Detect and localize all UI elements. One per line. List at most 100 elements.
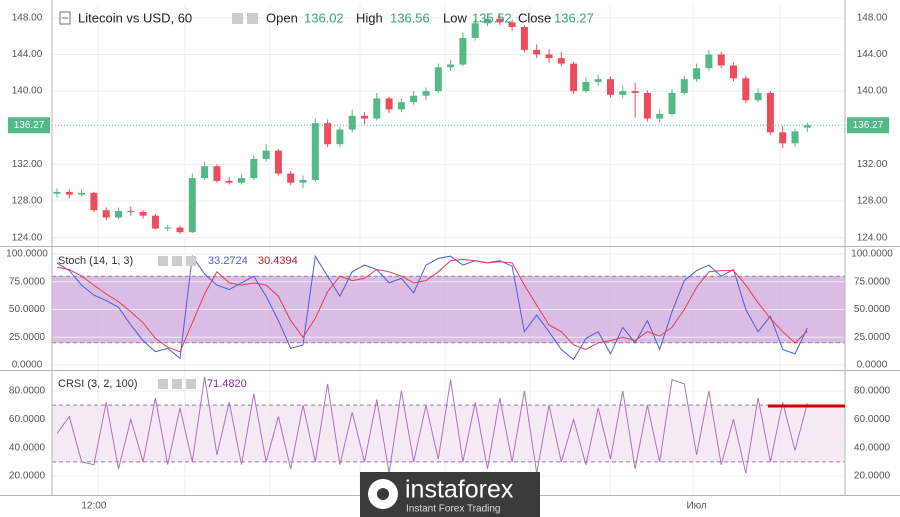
indicator-line bbox=[56, 254, 808, 361]
candle-body bbox=[361, 115, 368, 119]
candle-body bbox=[693, 68, 701, 80]
candle-body bbox=[791, 131, 799, 144]
stoch-icon[interactable] bbox=[158, 256, 168, 266]
y-tick-label-left: 128.00 bbox=[12, 196, 43, 207]
last-price-label-left: 136.27 bbox=[14, 120, 45, 131]
candle-body bbox=[496, 18, 504, 23]
indicator-line bbox=[56, 258, 808, 353]
candle-body bbox=[434, 67, 442, 92]
collapse-icon[interactable] bbox=[59, 11, 71, 25]
stoch-icon[interactable] bbox=[186, 256, 196, 266]
watermark-tagline: Instant Forex Trading bbox=[406, 504, 501, 515]
candle-body bbox=[447, 64, 455, 68]
candle-body bbox=[65, 191, 73, 195]
candle-body bbox=[164, 227, 172, 229]
candle-body bbox=[508, 22, 516, 27]
candle-body bbox=[213, 166, 221, 181]
candle-body bbox=[410, 95, 418, 103]
y-tick-label-left: 75.0000 bbox=[9, 276, 46, 287]
y-tick-label-left: 60.0000 bbox=[9, 414, 46, 425]
y-tick-label-right: 60.0000 bbox=[854, 414, 891, 425]
candle-body bbox=[53, 191, 61, 194]
crsi-title: CRSI (3, 2, 100) bbox=[58, 378, 137, 390]
candle-body bbox=[570, 63, 578, 92]
candle-body bbox=[643, 92, 651, 119]
candle-body bbox=[188, 178, 196, 233]
candle-body bbox=[680, 79, 688, 93]
y-tick-label-left: 124.00 bbox=[12, 232, 43, 243]
candle-body bbox=[705, 54, 713, 69]
candle-body bbox=[668, 92, 676, 115]
candle-body bbox=[201, 166, 209, 179]
candle-body bbox=[422, 91, 430, 96]
y-tick-label-left: 20.0000 bbox=[9, 471, 46, 482]
candle-body bbox=[594, 79, 602, 82]
candle-body bbox=[262, 150, 270, 159]
x-tick-label: 12:00 bbox=[81, 501, 106, 512]
y-tick-label-left: 80.0000 bbox=[9, 386, 46, 397]
hide-icon[interactable] bbox=[247, 13, 258, 24]
indicator-line bbox=[56, 376, 808, 474]
candle-body bbox=[127, 211, 135, 213]
close-label: Close bbox=[518, 10, 551, 25]
candle-body bbox=[385, 98, 393, 110]
y-tick-label-right: 132.00 bbox=[857, 159, 888, 170]
candle-body bbox=[373, 98, 381, 119]
settings-icon[interactable] bbox=[232, 13, 243, 24]
y-tick-label-left: 148.00 bbox=[12, 12, 43, 23]
stoch-icon[interactable] bbox=[172, 256, 182, 266]
y-tick-label-right: 20.0000 bbox=[854, 471, 891, 482]
watermark: instaforex Instant Forex Trading bbox=[360, 472, 540, 517]
y-tick-label-right: 50.0000 bbox=[854, 304, 891, 315]
candle-body bbox=[471, 23, 479, 38]
y-tick-label-right: 75.0000 bbox=[854, 276, 891, 287]
candle-body bbox=[299, 179, 307, 183]
last-price-box-left bbox=[8, 117, 50, 134]
crsi-icon[interactable] bbox=[186, 379, 196, 389]
open-value: 136.02 bbox=[304, 10, 344, 25]
open-label: Open bbox=[266, 10, 298, 25]
x-tick-label: Июл bbox=[686, 501, 706, 512]
y-tick-label-left: 132.00 bbox=[12, 159, 43, 170]
plot-layers: 124.00 124.00 128.00 128.00 132.00 132.00 140.… bbox=[6, 12, 893, 511]
candle-body bbox=[779, 132, 787, 144]
candle-body bbox=[250, 158, 258, 179]
candle-body bbox=[619, 91, 627, 95]
low-label: Low bbox=[443, 10, 467, 25]
candle-body bbox=[151, 215, 159, 229]
y-tick-label-right: 148.00 bbox=[857, 12, 888, 23]
y-tick-label-right: 80.0000 bbox=[854, 386, 891, 397]
candle-body bbox=[459, 37, 467, 65]
candle-body bbox=[348, 115, 356, 130]
symbol-title: Litecoin vs USD, 60 bbox=[78, 10, 192, 25]
candle-body bbox=[115, 211, 122, 218]
y-tick-label-left: 0.0000 bbox=[12, 360, 43, 371]
high-value: 136.56 bbox=[390, 10, 430, 25]
y-tick-label-left: 50.0000 bbox=[9, 304, 46, 315]
candle-body bbox=[557, 58, 565, 64]
y-tick-label-right: 0.0000 bbox=[857, 360, 888, 371]
candle-body bbox=[803, 125, 811, 128]
candle-body bbox=[742, 78, 750, 101]
y-tick-label-right: 128.00 bbox=[857, 196, 888, 207]
crsi-icon[interactable] bbox=[158, 379, 168, 389]
band bbox=[52, 405, 845, 462]
candle-body bbox=[139, 212, 147, 216]
y-tick-label-left: 100.0000 bbox=[6, 249, 48, 260]
candle-body bbox=[225, 180, 233, 183]
crsi-icon[interactable] bbox=[172, 379, 182, 389]
y-tick-label-left: 140.00 bbox=[12, 86, 43, 97]
candle-body bbox=[631, 91, 639, 93]
candle-body bbox=[287, 173, 295, 183]
y-tick-label-left: 40.0000 bbox=[9, 442, 46, 453]
y-tick-label-right: 40.0000 bbox=[854, 442, 891, 453]
candle-body bbox=[397, 102, 405, 110]
candle-body bbox=[545, 54, 553, 59]
stoch-title: Stoch (14, 1, 3) bbox=[58, 255, 133, 267]
stoch-d-value: 30.4394 bbox=[258, 255, 298, 267]
stoch-k-value: 33.2724 bbox=[208, 255, 248, 267]
candle-body bbox=[656, 114, 664, 119]
crsi-value: 71.4820 bbox=[207, 378, 247, 390]
candle-body bbox=[274, 150, 282, 174]
